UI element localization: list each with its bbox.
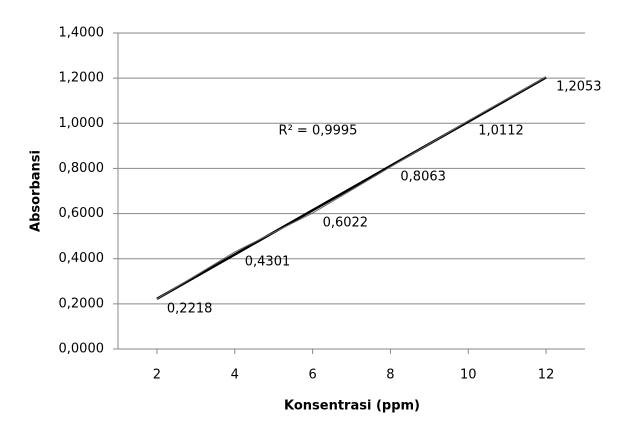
x-tick-label: 12	[538, 368, 555, 383]
y-tick-label: 1,2000	[59, 71, 105, 86]
x-tick-label: 6	[308, 368, 316, 383]
data-label: 1,2053	[556, 79, 602, 94]
y-tick-label: 0,4000	[59, 251, 105, 266]
data-label: 0,8063	[400, 170, 446, 185]
x-tick-label: 8	[386, 368, 394, 383]
y-tick-label: 0,2000	[59, 296, 105, 311]
y-tick-label: 1,0000	[59, 116, 105, 131]
data-label: 0,4301	[245, 254, 291, 269]
x-axis-title: Konsentrasi (ppm)	[284, 399, 420, 414]
x-tick-label: 2	[153, 368, 161, 383]
x-tick-label: 4	[231, 368, 239, 383]
trendline	[156, 76, 547, 300]
data-line	[156, 76, 547, 300]
data-label: 0,2218	[167, 301, 213, 316]
y-tick-label: 0,6000	[59, 206, 105, 221]
annotation: R² = 0,9995	[279, 124, 358, 139]
data-label: 1,0112	[478, 123, 524, 138]
y-tick-label: 0,8000	[59, 161, 105, 176]
data-label: 0,6022	[323, 216, 369, 231]
y-tick-label: 0,0000	[59, 342, 105, 357]
x-tick-label: 10	[460, 368, 477, 383]
y-tick-label: 1,4000	[59, 26, 105, 41]
y-axis-title: Absorbansi	[29, 150, 44, 232]
